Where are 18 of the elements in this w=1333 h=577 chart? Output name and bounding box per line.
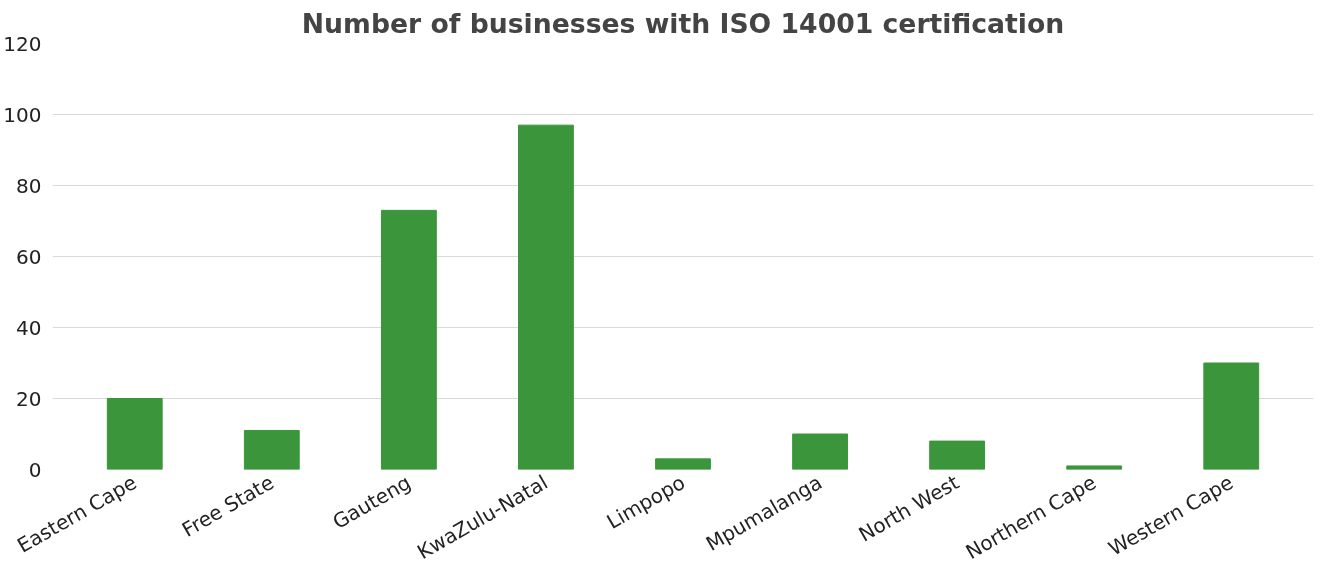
bar — [380, 209, 437, 470]
y-tick-label: 40 — [16, 315, 42, 340]
bar — [243, 429, 300, 470]
y-tick-label: 120 — [3, 31, 42, 56]
chart-title: Number of businesses with ISO 14001 certification — [301, 7, 1065, 39]
bar — [106, 398, 163, 470]
y-tick-label: 80 — [16, 173, 42, 198]
bar — [1203, 362, 1260, 470]
bar — [929, 440, 986, 470]
bar — [518, 124, 574, 470]
bar — [792, 433, 848, 470]
bar — [1066, 465, 1123, 470]
y-tick-label: 60 — [16, 244, 42, 269]
bar — [655, 458, 711, 470]
y-tick-label: 0 — [28, 457, 42, 482]
y-tick-label: 20 — [16, 386, 42, 411]
y-tick-label: 100 — [3, 102, 42, 127]
x-tick-label: Free State — [177, 470, 278, 542]
